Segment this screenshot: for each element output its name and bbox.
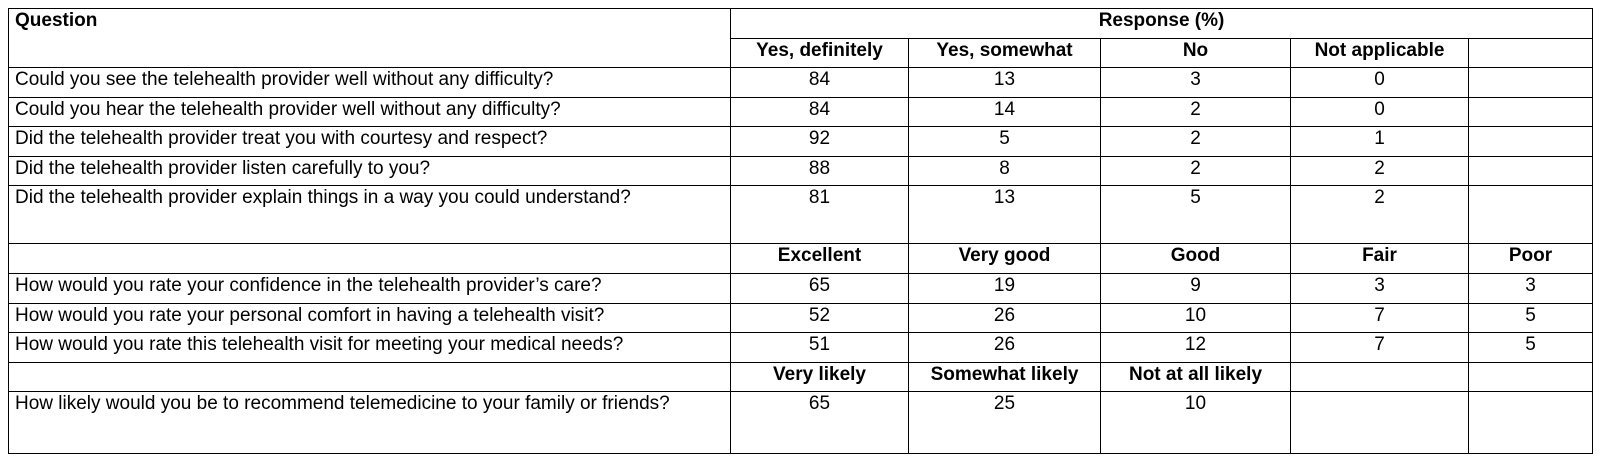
table-row: How would you rate your personal comfort… (8, 302, 1594, 334)
value-cell: 88 (730, 155, 909, 187)
value-cell: 10 (1100, 391, 1291, 454)
value-cell (1467, 185, 1594, 215)
section-3-subheader-row: Very likely Somewhat likely Not at all l… (8, 361, 1594, 393)
value-cell: 13 (908, 185, 1101, 215)
column-label: Yes, definitely (730, 37, 909, 69)
value-cell: 2 (1100, 155, 1291, 187)
value-cell: 2 (1290, 155, 1469, 187)
spacer-cell (8, 214, 731, 245)
question-cell: Did the telehealth provider treat you wi… (8, 126, 731, 157)
table-row: How likely would you be to recommend tel… (8, 391, 1594, 454)
value-cell: 12 (1100, 332, 1291, 363)
section-2-subheader-row: Excellent Very good Good Fair Poor (8, 243, 1594, 274)
table-row: Could you hear the telehealth provider w… (8, 96, 1594, 128)
value-cell: 3 (1467, 272, 1594, 304)
value-cell: 5 (1467, 332, 1594, 363)
value-cell: 2 (1100, 96, 1291, 128)
value-cell: 2 (1100, 126, 1291, 157)
value-cell: 7 (1290, 302, 1469, 334)
question-cell: Could you hear the telehealth provider w… (8, 96, 731, 128)
value-cell (1467, 96, 1594, 128)
column-label: Good (1100, 243, 1291, 274)
header-row: Question Response (%) (8, 7, 1594, 69)
value-cell: 51 (730, 332, 909, 363)
value-cell (1290, 391, 1469, 454)
question-cell: Did the telehealth provider explain thin… (8, 185, 731, 215)
blank-cell (8, 361, 731, 393)
value-cell: 81 (730, 185, 909, 215)
value-cell: 3 (1100, 67, 1291, 98)
value-cell: 65 (730, 391, 909, 454)
column-label (1467, 37, 1594, 69)
table-row: Did the telehealth provider explain thin… (8, 185, 1594, 215)
response-column-header: Response (%) (729, 8, 1594, 39)
value-cell: 1 (1290, 126, 1469, 157)
value-cell: 2 (1290, 185, 1469, 215)
column-label: Yes, somewhat (908, 37, 1101, 69)
value-cell: 14 (908, 96, 1101, 128)
column-label: Not applicable (1290, 37, 1469, 69)
value-cell: 92 (730, 126, 909, 157)
value-cell: 10 (1100, 302, 1291, 334)
spacer-row (8, 214, 1594, 245)
value-cell: 65 (730, 272, 909, 304)
value-cell (1467, 67, 1594, 98)
column-label: Very good (908, 243, 1101, 274)
value-cell: 5 (1467, 302, 1594, 334)
value-cell: 5 (908, 126, 1101, 157)
column-label: Very likely (730, 361, 909, 393)
question-cell: Did the telehealth provider listen caref… (8, 155, 731, 187)
table-row: Did the telehealth provider treat you wi… (8, 126, 1594, 157)
survey-response-table: Question Response (%) Yes, definitely Ye… (8, 7, 1594, 454)
value-cell (1467, 391, 1594, 454)
table-row: Could you see the telehealth provider we… (8, 67, 1594, 98)
question-cell: How would you rate your confidence in th… (8, 272, 731, 304)
question-cell: How would you rate this telehealth visit… (8, 332, 731, 363)
value-cell (1467, 155, 1594, 187)
value-cell: 3 (1290, 272, 1469, 304)
value-cell: 84 (730, 96, 909, 128)
question-cell: How would you rate your personal comfort… (8, 302, 731, 334)
value-cell: 25 (908, 391, 1101, 454)
column-label: No (1100, 37, 1291, 69)
column-label: Fair (1290, 243, 1469, 274)
column-label: Poor (1467, 243, 1594, 274)
spacer-cell (730, 214, 909, 245)
section-1-subheader-row: Yes, definitely Yes, somewhat No Not app… (9, 37, 1594, 69)
value-cell: 84 (730, 67, 909, 98)
value-cell: 52 (730, 302, 909, 334)
spacer-cell (1100, 214, 1291, 245)
spacer-cell (908, 214, 1101, 245)
value-cell: 0 (1290, 67, 1469, 98)
question-cell: Could you see the telehealth provider we… (8, 67, 731, 98)
column-label: Somewhat likely (908, 361, 1101, 393)
column-label (1290, 361, 1469, 393)
table-row: How would you rate this telehealth visit… (8, 332, 1594, 363)
value-cell: 7 (1290, 332, 1469, 363)
question-column-header: Question (8, 7, 731, 69)
value-cell: 26 (908, 332, 1101, 363)
column-label (1467, 361, 1594, 393)
column-label: Excellent (730, 243, 909, 274)
table-row: Did the telehealth provider listen caref… (8, 155, 1594, 187)
spacer-cell (1467, 214, 1594, 245)
spacer-cell (1290, 214, 1469, 245)
value-cell: 19 (908, 272, 1101, 304)
value-cell: 5 (1100, 185, 1291, 215)
value-cell: 8 (908, 155, 1101, 187)
column-label: Not at all likely (1100, 361, 1291, 393)
value-cell: 13 (908, 67, 1101, 98)
value-cell: 9 (1100, 272, 1291, 304)
value-cell: 26 (908, 302, 1101, 334)
blank-cell (8, 243, 731, 274)
value-cell (1467, 126, 1594, 157)
question-cell: How likely would you be to recommend tel… (8, 391, 731, 454)
value-cell: 0 (1290, 96, 1469, 128)
table-row: How would you rate your confidence in th… (8, 272, 1594, 304)
